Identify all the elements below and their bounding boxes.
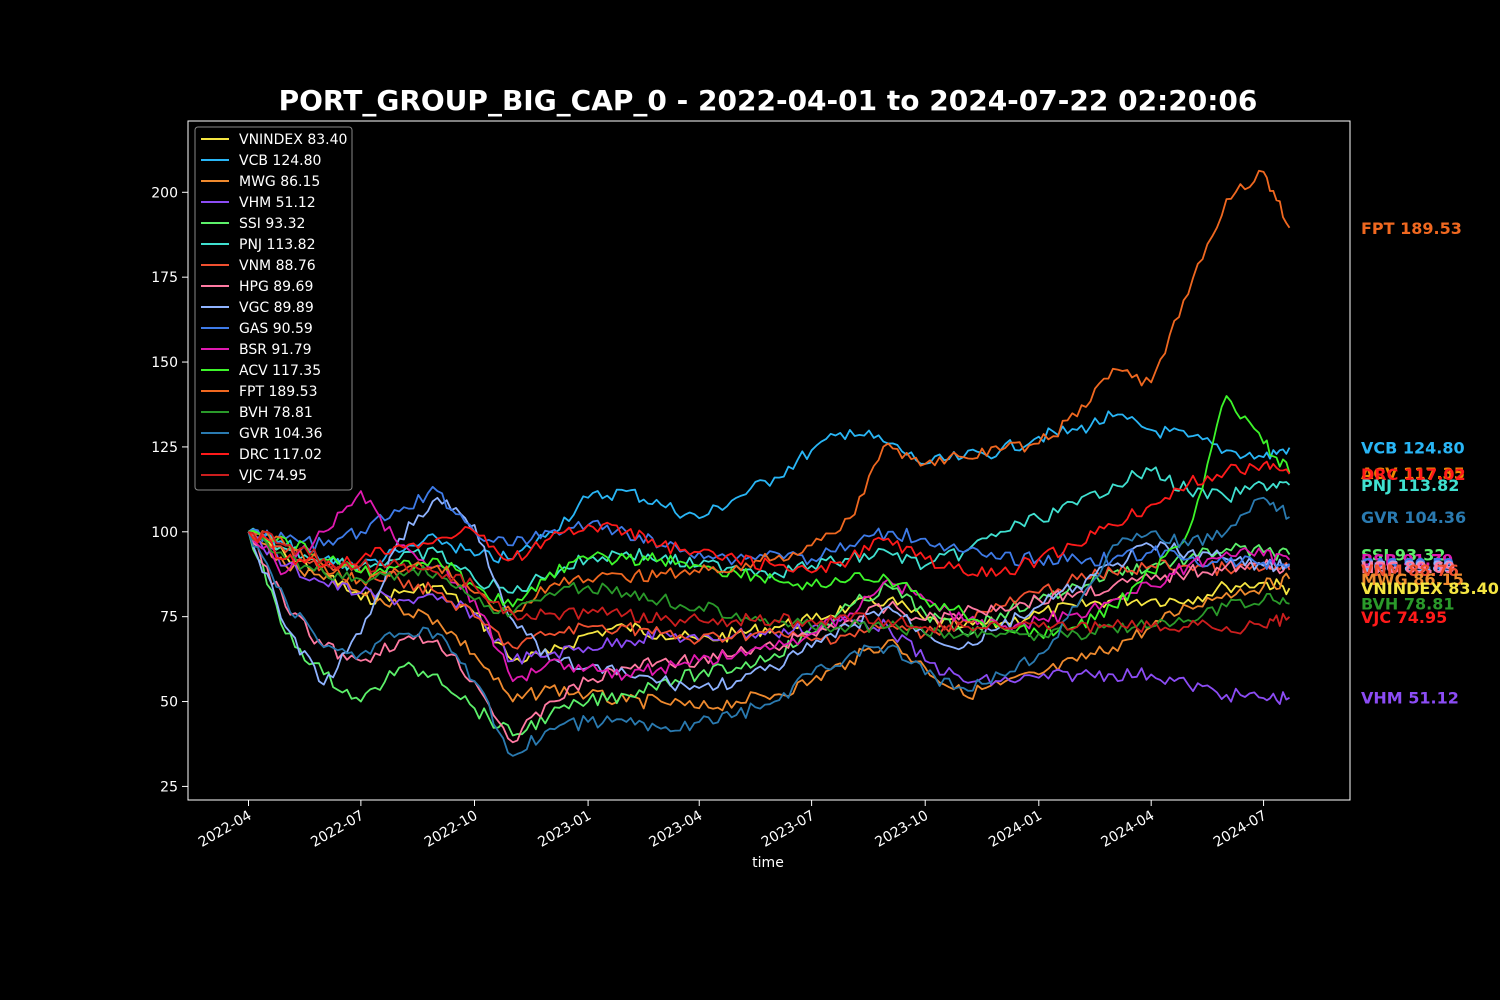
x-tick-label: 2022-10 xyxy=(422,808,481,851)
y-tick-label: 50 xyxy=(160,695,178,711)
series-line-vjc xyxy=(248,530,1291,635)
legend-entry-acv[interactable]: ACV 117.35 xyxy=(239,363,321,379)
end-label-drc: DRC 117.02 xyxy=(1361,465,1466,484)
legend-entry-bsr[interactable]: BSR 91.79 xyxy=(239,342,312,358)
x-axis-label: time xyxy=(752,855,784,871)
series-line-bsr xyxy=(247,490,1291,683)
series-line-pnj xyxy=(247,466,1291,594)
x-tick-label: 2024-04 xyxy=(1099,808,1158,851)
end-label-vcb: VCB 124.80 xyxy=(1361,439,1465,458)
y-tick-label: 25 xyxy=(160,779,178,795)
y-tick-label: 175 xyxy=(151,270,178,286)
x-tick-label: 2022-04 xyxy=(196,808,255,851)
end-label-vgc: VGC 89.89 xyxy=(1361,557,1454,576)
legend-entry-bvh[interactable]: BVH 78.81 xyxy=(239,405,313,421)
legend-entry-pnj[interactable]: PNJ 113.82 xyxy=(239,237,315,253)
end-label-vhm: VHM 51.12 xyxy=(1361,689,1459,708)
x-tick-label: 2023-04 xyxy=(647,808,706,851)
legend-entry-hpg[interactable]: HPG 89.69 xyxy=(239,279,313,295)
legend-entry-ssi[interactable]: SSI 93.32 xyxy=(239,216,305,232)
end-label-ssi: SSI 93.32 xyxy=(1361,545,1445,564)
series-lines xyxy=(247,169,1291,757)
end-label-pnj: PNJ 113.82 xyxy=(1361,476,1459,495)
series-line-gas xyxy=(248,485,1291,570)
x-tick-label: 2024-01 xyxy=(986,808,1045,851)
plot-frame xyxy=(187,120,1351,801)
legend-entry-mwg[interactable]: MWG 86.15 xyxy=(239,174,320,190)
end-label-gvr: GVR 104.36 xyxy=(1361,508,1466,527)
x-tick-label: 2023-10 xyxy=(873,808,932,851)
end-label-vnindex: VNINDEX 83.40 xyxy=(1361,579,1499,598)
end-label-vnm: VNM 88.76 xyxy=(1361,561,1459,580)
y-tick-label: 150 xyxy=(151,355,178,371)
x-tick-label: 2023-07 xyxy=(759,808,818,851)
y-axis: 25 50 75 100 125 150 175 200 xyxy=(151,185,188,795)
chart-title: PORT_GROUP_BIG_CAP_0 - 2022-04-01 to 202… xyxy=(278,84,1258,117)
end-label-fpt: FPT 189.53 xyxy=(1361,219,1462,238)
series-line-mwg xyxy=(248,529,1291,712)
y-tick-label: 100 xyxy=(151,525,178,541)
legend-entry-fpt[interactable]: FPT 189.53 xyxy=(239,384,317,400)
end-label-acv: ACV 117.35 xyxy=(1361,464,1465,483)
series-line-acv xyxy=(248,395,1291,640)
x-axis: 2022-04 2022-07 2022-10 2023-01 2023-04 2023-… xyxy=(196,800,1270,851)
x-tick-label: 2024-07 xyxy=(1211,808,1270,851)
y-tick-label: 75 xyxy=(160,610,178,626)
end-label-gas: GAS 90.59 xyxy=(1361,555,1454,574)
legend-entry-vcb[interactable]: VCB 124.80 xyxy=(239,153,321,169)
x-tick-label: 2022-07 xyxy=(308,808,367,851)
legend-entry-vjc[interactable]: VJC 74.95 xyxy=(239,468,307,484)
series-line-gvr xyxy=(247,496,1290,757)
x-tick-label: 2023-01 xyxy=(535,808,594,851)
legend-entry-drc[interactable]: DRC 117.02 xyxy=(239,447,322,463)
legend-entry-gas[interactable]: GAS 90.59 xyxy=(239,321,313,337)
end-label-mwg: MWG 86.15 xyxy=(1361,570,1464,589)
series-line-vnm xyxy=(248,531,1291,650)
series-line-drc xyxy=(247,460,1291,578)
end-label-bvh: BVH 78.81 xyxy=(1361,595,1455,614)
end-label-hpg: HPG 89.69 xyxy=(1361,558,1455,577)
end-label-vjc: VJC 74.95 xyxy=(1361,608,1447,627)
y-tick-label: 200 xyxy=(151,185,178,201)
series-line-vcb xyxy=(247,410,1291,571)
series-line-vgc xyxy=(247,496,1290,692)
y-tick-label: 125 xyxy=(151,440,178,456)
legend-entry-vhm[interactable]: VHM 51.12 xyxy=(239,195,316,211)
legend-entry-vnindex[interactable]: VNINDEX 83.40 xyxy=(239,132,347,148)
legend-entry-gvr[interactable]: GVR 104.36 xyxy=(239,426,323,442)
legend-entry-vgc[interactable]: VGC 89.89 xyxy=(239,300,314,316)
series-line-vnindex xyxy=(248,531,1291,664)
series-line-vhm xyxy=(247,531,1290,705)
end-label-bsr: BSR 91.79 xyxy=(1361,551,1453,570)
legend-entry-vnm[interactable]: VNM 88.76 xyxy=(239,258,316,274)
legend-box xyxy=(194,126,353,491)
legend[interactable]: VNINDEX 83.40 VCB 124.80 MWG 86.15 VHM 51.1… xyxy=(194,126,353,491)
